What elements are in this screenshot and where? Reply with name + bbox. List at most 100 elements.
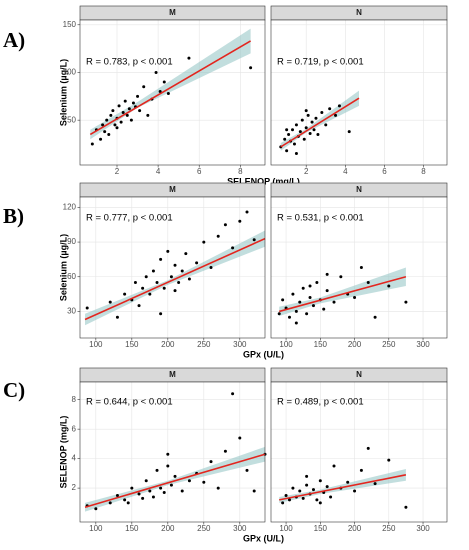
strip-label: M — [169, 8, 176, 17]
point — [148, 489, 152, 493]
point — [155, 281, 159, 285]
point — [144, 275, 148, 279]
x-tick-label: 250 — [197, 524, 211, 533]
y-tick-label: 30 — [67, 307, 76, 316]
point — [127, 107, 131, 111]
point — [373, 482, 377, 486]
point — [151, 495, 155, 499]
x-axis-label: GPx (U/L) — [243, 349, 284, 359]
point — [245, 210, 249, 214]
x-tick-label: 2 — [304, 167, 309, 176]
annotation: R = 0.489, p < 0.001 — [277, 397, 364, 408]
point — [294, 309, 298, 313]
point — [138, 109, 142, 113]
point — [308, 132, 312, 136]
panel-border — [79, 19, 266, 166]
point — [121, 111, 125, 115]
point — [285, 128, 289, 132]
y-tick-label: 4 — [72, 454, 77, 463]
annotation: R = 0.644, p < 0.001 — [86, 397, 173, 408]
confidence-band — [85, 446, 265, 512]
point — [387, 284, 391, 288]
point — [136, 94, 140, 98]
point — [105, 118, 109, 122]
point — [291, 486, 295, 490]
point — [146, 113, 150, 117]
point — [162, 286, 166, 290]
point — [404, 300, 408, 304]
annotation: R = 0.719, p < 0.001 — [277, 57, 364, 68]
point — [166, 249, 170, 253]
point — [130, 486, 134, 490]
point — [284, 493, 288, 497]
point — [180, 489, 184, 493]
point — [318, 479, 322, 483]
x-tick-label: 8 — [421, 167, 426, 176]
y-axis-label: Selenium (µg/L) — [58, 59, 68, 126]
x-tick-label: 200 — [348, 524, 362, 533]
point — [311, 488, 315, 492]
point — [302, 137, 306, 141]
y-tick-label: 6 — [72, 424, 77, 433]
point — [216, 486, 220, 490]
regression-line — [279, 474, 407, 501]
x-tick-label: 8 — [238, 167, 243, 176]
point — [209, 266, 213, 269]
panel — [271, 382, 447, 522]
y-tick-label: 60 — [67, 272, 76, 281]
point — [166, 452, 170, 456]
point — [111, 109, 115, 113]
y-axis-label: Selenium (µg/L) — [58, 234, 68, 301]
regression-line — [84, 453, 266, 509]
point — [281, 501, 285, 505]
point — [298, 489, 302, 493]
annotation: R = 0.531, p < 0.001 — [277, 213, 364, 224]
panel-border — [270, 19, 448, 166]
point — [166, 91, 170, 95]
point — [318, 501, 322, 505]
point — [305, 483, 309, 487]
point — [159, 312, 163, 316]
point — [294, 321, 298, 325]
point — [117, 104, 121, 108]
x-tick-label: 250 — [382, 340, 396, 349]
point — [347, 130, 351, 134]
x-tick-label: 300 — [233, 524, 247, 533]
point — [359, 468, 363, 472]
point — [169, 483, 173, 487]
x-tick-label: 2 — [115, 167, 120, 176]
point — [115, 315, 119, 319]
x-tick-label: 6 — [382, 167, 387, 176]
point — [404, 505, 408, 509]
point — [107, 132, 111, 136]
point — [287, 132, 291, 136]
y-tick-label: 90 — [67, 237, 76, 246]
point — [137, 492, 141, 496]
point — [291, 128, 295, 132]
point — [249, 66, 253, 70]
point — [231, 392, 235, 396]
regression-line — [84, 237, 266, 321]
point — [108, 300, 112, 304]
point — [101, 123, 105, 127]
panel — [80, 197, 265, 338]
x-tick-label: 100 — [89, 340, 103, 349]
point — [339, 275, 343, 279]
point — [308, 284, 312, 288]
point — [195, 261, 199, 265]
point — [310, 120, 314, 124]
point — [366, 446, 370, 450]
point — [337, 104, 341, 108]
annotation: R = 0.777, p < 0.001 — [86, 213, 173, 224]
x-tick-label: 300 — [416, 524, 430, 533]
point — [187, 56, 191, 60]
point — [126, 501, 130, 505]
x-tick-label: 200 — [161, 524, 175, 533]
point — [180, 269, 184, 273]
point — [158, 90, 162, 94]
x-axis-label: SELENOP (mg/L) — [227, 176, 300, 186]
row-label: C) — [3, 378, 25, 402]
point — [115, 493, 119, 497]
point — [315, 498, 319, 502]
